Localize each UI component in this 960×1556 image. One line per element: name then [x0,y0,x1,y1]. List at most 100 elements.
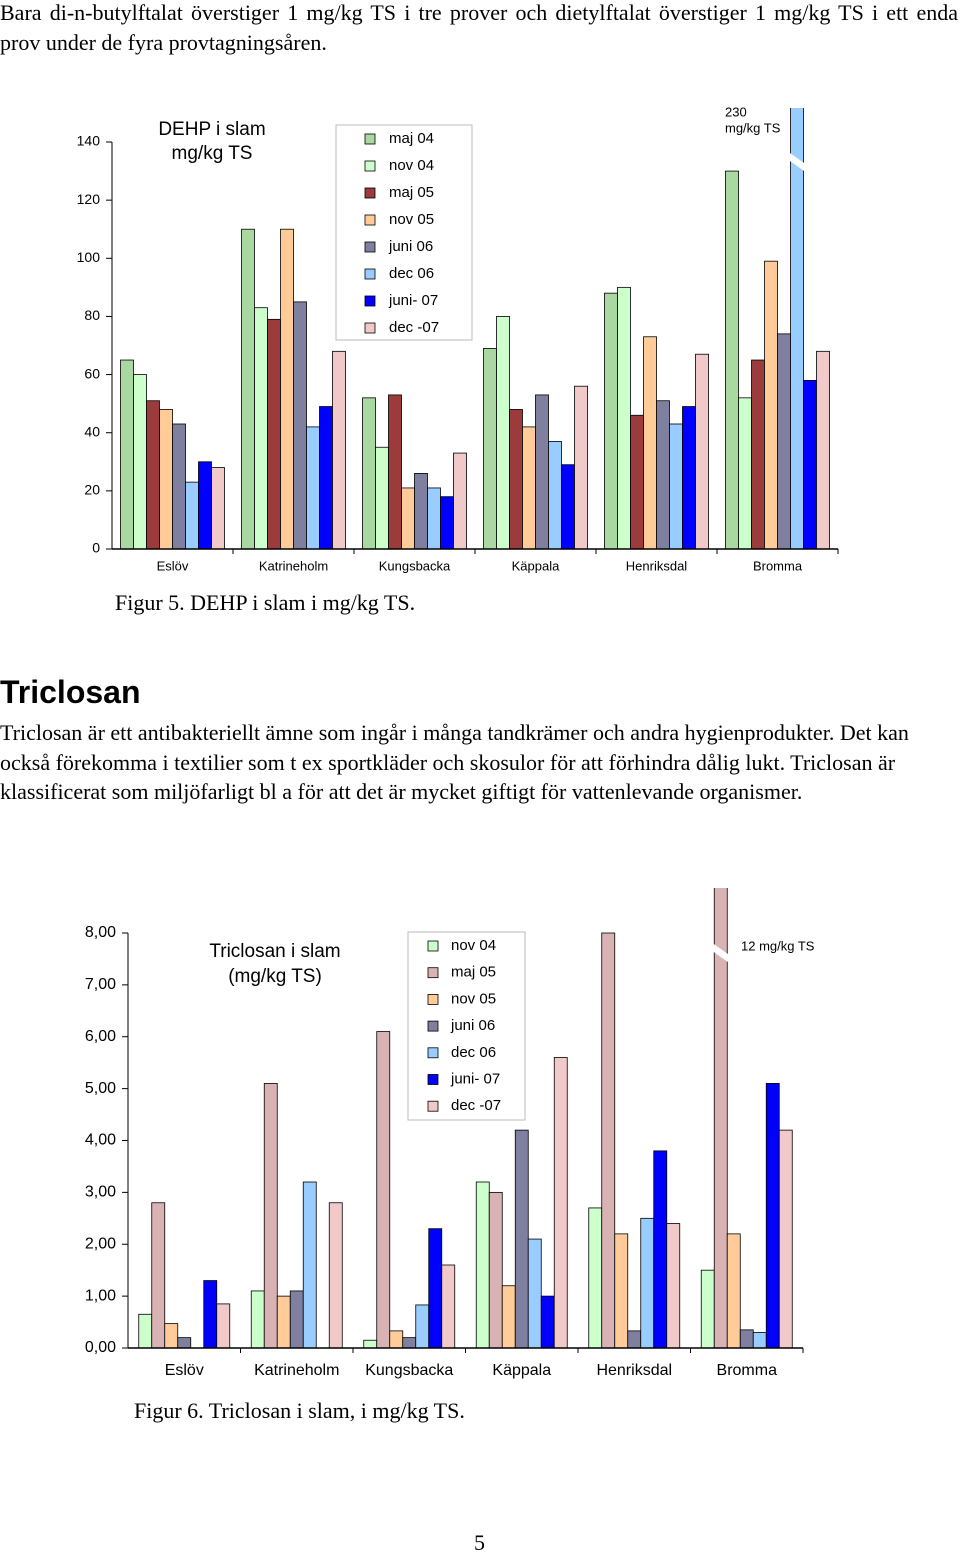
legend-label: juni- 07 [388,292,438,309]
bar [388,394,402,550]
bar [765,1083,780,1349]
chart-title: Triclosan i slam [209,941,340,962]
legend-swatch [364,187,376,199]
bar [428,1228,443,1349]
bar [453,452,467,550]
bar [120,359,134,550]
annotation: 12 mg/kg TS [741,938,815,953]
x-tick-label: Henriksdal [596,1362,672,1379]
x-tick-label: Bromma [717,1362,778,1379]
y-tick-label: 7,00 [85,976,116,993]
bar [375,446,389,550]
y-tick-label: 1,00 [85,1287,116,1304]
legend-label: juni- 07 [450,1070,500,1087]
bar [803,379,817,550]
bar [151,1202,166,1349]
bar [302,1181,317,1349]
bar [475,1181,490,1349]
bar [630,414,644,550]
bar [509,409,523,550]
bar [643,336,657,550]
legend-label: juni 06 [450,1017,495,1034]
legend-swatch [427,940,439,952]
bar [778,1129,793,1349]
page-number: 5 [474,1530,485,1555]
bar [138,1313,153,1349]
bar [276,1295,291,1349]
legend-swatch [364,160,376,172]
bar [250,1290,265,1349]
bar [695,353,709,550]
x-tick-label: Eslöv [165,1362,204,1379]
break-mark [712,943,730,963]
bar [627,1330,642,1349]
bar [146,400,160,550]
bar [483,348,497,550]
x-tick-label: Kungsbacka [379,558,451,573]
bar [522,426,536,550]
bar [267,318,281,550]
bar [216,1303,231,1349]
bar [588,1207,603,1349]
section-heading: Triclosan [0,674,141,710]
legend-label: maj 05 [451,964,496,981]
bar [289,1290,304,1349]
bar [363,1339,378,1349]
bar [319,406,333,550]
bar [548,441,562,550]
bar [726,1233,741,1349]
bar [280,228,294,550]
annotation: 230 [725,104,747,119]
bar [777,333,791,550]
bar [441,1264,456,1349]
legend-swatch [427,1047,439,1059]
bar [752,1332,767,1349]
bar [362,397,376,550]
bar [496,316,510,550]
bar [574,385,588,550]
y-tick-label: 0,00 [85,1339,116,1356]
bar [561,464,575,550]
bar [293,301,307,550]
y-tick-label: 20 [84,482,100,498]
bar [263,1083,278,1349]
x-tick-label: Käppala [492,1362,551,1379]
legend-swatch [427,994,439,1005]
legend-swatch [364,322,376,334]
y-tick-label: 40 [84,423,100,439]
legend-swatch [364,133,376,145]
bar [133,374,147,550]
y-tick-label: 4,00 [85,1132,116,1149]
bar [401,487,415,550]
legend-swatch [364,268,376,280]
bar [501,1285,516,1349]
x-tick-label: Henriksdal [626,558,688,573]
legend-label: dec -07 [451,1097,501,1114]
legend-box [407,931,526,1121]
bar [713,888,728,1349]
bar [540,1295,555,1349]
y-tick-label: 140 [77,133,101,149]
bar [535,394,549,550]
legend-label: nov 05 [389,211,434,228]
legend-swatch [427,1074,439,1085]
bar [527,1238,542,1349]
bar [306,426,320,550]
bar [764,260,778,550]
x-tick-label: Käppala [512,558,560,573]
legend-swatch [427,967,439,979]
y-tick-label: 8,00 [85,924,116,941]
section-body: Triclosan är ett antibakteriellt ämne so… [0,720,909,804]
bar [332,350,346,550]
legend-label: dec 06 [389,265,434,282]
bar [172,423,186,550]
y-tick-label: 0 [92,540,100,556]
bar [488,1191,503,1349]
legend-swatch [427,1100,439,1112]
bar [682,406,696,550]
bar [514,1129,529,1349]
y-tick-label: 80 [84,307,100,323]
bar [414,473,428,550]
y-tick-label: 5,00 [85,1080,116,1097]
